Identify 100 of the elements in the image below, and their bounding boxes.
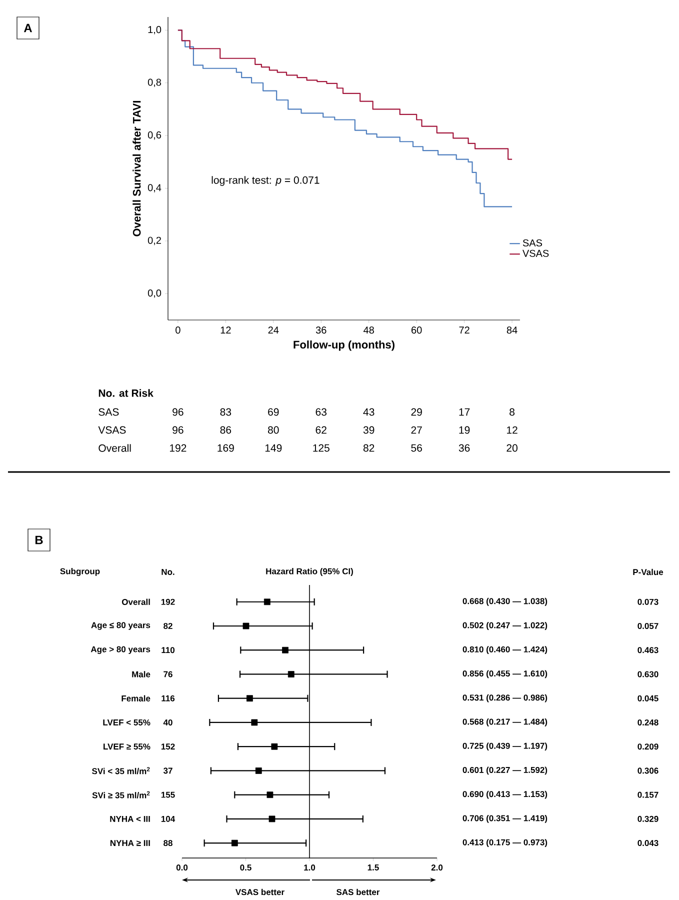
x-tick-label: 84 (506, 326, 518, 334)
text: 20 (506, 444, 518, 452)
y-axis-title: Overall Survival after TAVI (132, 100, 141, 236)
text: No. (162, 569, 174, 575)
text: 155 (161, 792, 175, 798)
text: 12 (507, 426, 518, 434)
text: 0.057 (638, 622, 658, 629)
y-tick-label: 0,6 (148, 131, 162, 140)
x-tick-label: 1.5 (368, 864, 379, 870)
text: 0.209 (638, 744, 658, 750)
text: 0.329 (638, 816, 658, 822)
point (282, 646, 288, 654)
y-tick-label: 0,2 (148, 236, 161, 246)
text: 82 (164, 622, 172, 629)
data-label: 0.568 (0.217 — 1.484) (462, 718, 548, 726)
text: 82 (363, 444, 374, 452)
data-label: 0.502 (0.247 — 1.022) (462, 622, 548, 630)
x-tick-label: 2.0 (431, 864, 443, 871)
y-tick-label: 1,0 (148, 26, 162, 34)
text: 27 (411, 426, 422, 434)
data-label: 0.668 (0.430 — 1.038) (462, 598, 548, 606)
text: 96 (172, 426, 184, 434)
text: No. at Risk (98, 389, 154, 397)
text: 0.043 (638, 840, 658, 846)
text: 0.157 (638, 792, 658, 798)
y-tick-label: Age ≤ 80 years (91, 622, 150, 630)
text: 0.463 (638, 647, 658, 654)
y-tick-label: Male (132, 671, 150, 678)
text: 0.073 (638, 598, 658, 605)
data-label: 0.725 (0.439 — 1.197) (462, 742, 548, 751)
text: 104 (161, 816, 176, 822)
y-tick-label: LVEF < 55% (103, 719, 150, 726)
text: VSAS (98, 426, 126, 434)
data-label: 0.601 (0.227 — 1.592) (462, 766, 548, 775)
y-tick-label: 0,8 (148, 78, 162, 88)
y-tick-label: SVi ≥ 35 ml/m$^{2}$ (92, 791, 150, 798)
text: Subgroup (60, 568, 100, 576)
text: 149 (265, 444, 282, 452)
x-axis-title: Follow-up (months) (294, 340, 394, 351)
y-tick-label: 0,0 (148, 290, 162, 298)
data-label: 0.531 (0.286 — 0.986) (462, 694, 548, 702)
legend-label: VSAS (522, 250, 549, 257)
x-tick-label: 36 (316, 326, 326, 334)
text: 8 (510, 408, 515, 416)
text: 86 (220, 426, 232, 434)
y-tick-label: Age > 80 years (90, 646, 150, 654)
point (271, 743, 278, 750)
text: 125 (313, 444, 330, 452)
y-tick-label: NYHA < III (110, 816, 150, 822)
text: 110 (162, 647, 175, 654)
x-tick-label: 0.5 (240, 864, 252, 871)
point (246, 695, 253, 702)
data-label: 0.856 (0.455 — 1.610) (462, 670, 548, 678)
y-tick-label: Overall (122, 598, 150, 605)
x-tick-label: 72 (459, 326, 470, 334)
text: B (35, 536, 43, 544)
text: Overall (98, 444, 131, 452)
point (255, 767, 262, 774)
point (264, 598, 270, 606)
text: 192 (161, 598, 175, 605)
text: 0.306 (638, 768, 658, 774)
text: 192 (170, 444, 186, 452)
text: 56 (411, 444, 422, 452)
chart-title: Hazard Ratio (95% CI) (266, 568, 353, 576)
x-tick-label: 0 (176, 326, 180, 334)
point (268, 816, 276, 822)
text: 80 (268, 426, 279, 434)
text: 36 (458, 444, 470, 452)
text: 0.248 (638, 719, 658, 726)
y-tick-label: Female (122, 695, 150, 702)
y-tick-label: LVEF ≥ 55% (104, 744, 150, 750)
text: 96 (172, 408, 184, 416)
data-label: 0.810 (0.460 — 1.424) (462, 646, 548, 654)
text: 169 (218, 444, 234, 452)
text: 19 (459, 426, 470, 434)
y-tick-label: SVi < 35 ml/m$^{2}$ (92, 767, 150, 774)
data-label: 0.706 (0.351 — 1.419) (462, 814, 548, 823)
data-label: 0.690 (0.413 — 1.153) (462, 790, 548, 799)
text: 40 (163, 719, 172, 726)
x-tick-label: 0.0 (176, 864, 188, 871)
text: 43 (363, 408, 374, 416)
text: 37 (163, 768, 172, 774)
legend-label: SAS (522, 239, 542, 246)
x-tick-label: 24 (268, 326, 279, 334)
text: 39 (363, 426, 374, 434)
point (266, 792, 274, 798)
x-tick-label: 1.0 (304, 864, 316, 871)
text: 62 (316, 426, 326, 434)
text: 0.045 (638, 695, 658, 702)
annotation: log-rank test: p = 0.071 (212, 176, 320, 186)
point (288, 671, 294, 678)
point (242, 622, 250, 630)
point (231, 840, 238, 846)
text: A (24, 24, 32, 32)
text: 88 (164, 840, 172, 846)
text: 116 (162, 695, 175, 702)
text: 0.630 (638, 671, 658, 678)
text: VSAS better (236, 888, 284, 896)
text: 152 (161, 744, 175, 750)
point (251, 719, 258, 726)
